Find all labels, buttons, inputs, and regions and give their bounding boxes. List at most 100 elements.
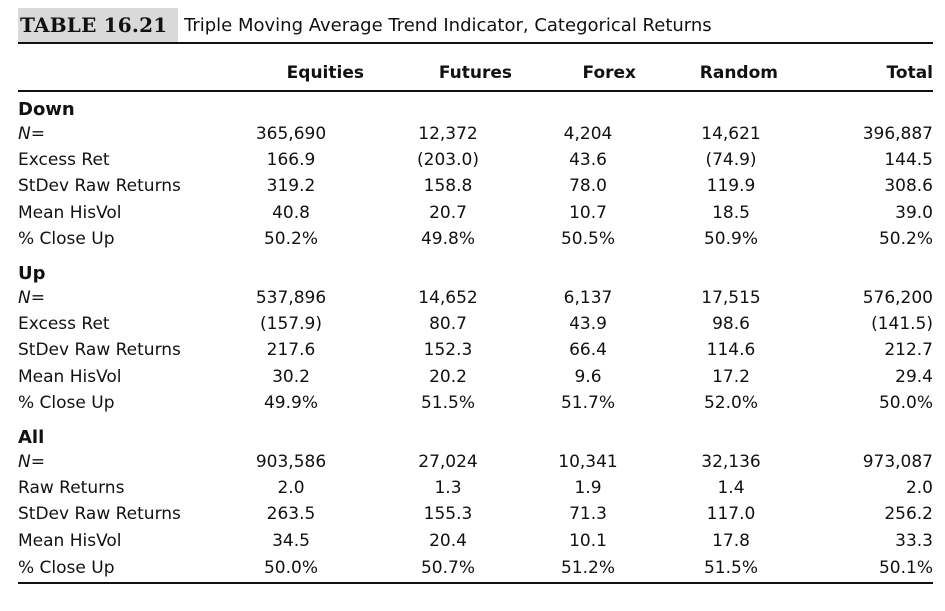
cell-random: 14,621 (701, 124, 761, 145)
header-equities: Equities (242, 56, 380, 92)
cell-equities: 50.2% (263, 228, 318, 249)
cell-random: 114.6 (706, 340, 756, 361)
cell-total: 396,887 (862, 124, 933, 145)
row-label: Mean HisVol (18, 366, 122, 387)
cell-forex: 1.9 (574, 478, 602, 499)
cell-futures: 155.3 (423, 504, 473, 525)
cell-futures: 152.3 (423, 340, 473, 361)
cell-futures: 27,024 (418, 451, 478, 472)
cell-total: 212.7 (884, 340, 933, 361)
cell-total: 308.6 (884, 176, 933, 197)
table-row: Raw Returns 2.0 1.3 1.9 1.4 2.0 (18, 475, 933, 501)
cell-futures: 14,652 (418, 288, 478, 309)
table-row: Excess Ret 166.9 (203.0) 43.6 (74.9) 144… (18, 147, 933, 173)
cell-futures: 1.3 (434, 478, 462, 499)
cell-futures: 80.7 (429, 314, 467, 335)
table-row: % Close Up 49.9% 51.5% 51.7% 52.0% 50.0% (18, 390, 933, 416)
header-total: Total (814, 56, 933, 92)
cell-equities: 30.2 (272, 366, 310, 387)
cell-total: (141.5) (871, 314, 933, 335)
cell-random: 1.4 (717, 478, 745, 499)
cell-forex: 43.6 (569, 150, 607, 171)
cell-forex: 10,341 (558, 451, 618, 472)
cell-random: 17.2 (712, 366, 750, 387)
cell-random: 50.9% (703, 228, 758, 249)
cell-forex: 6,137 (563, 288, 613, 309)
cell-equities: 365,690 (255, 124, 327, 145)
table-header: Equities Futures Forex Random Total (18, 56, 933, 92)
row-label: Excess Ret (18, 150, 110, 171)
cell-total: 29.4 (895, 366, 933, 387)
table-row: % Close Up 50.0% 50.7% 51.2% 51.5% 50.1% (18, 553, 933, 584)
cell-futures: (203.0) (417, 150, 479, 171)
section-header-down: Down (18, 91, 933, 121)
cell-random: 98.6 (712, 314, 750, 335)
row-label: N= (18, 124, 45, 145)
cell-total: 256.2 (884, 504, 933, 525)
table-row: N= 903,586 27,024 10,341 32,136 973,087 (18, 449, 933, 475)
header-futures: Futures (380, 56, 526, 92)
cell-random: 17,515 (701, 288, 761, 309)
cell-equities: 537,896 (255, 288, 327, 309)
table-row: Mean HisVol 30.2 20.2 9.6 17.2 29.4 (18, 364, 933, 390)
cell-forex: 43.9 (569, 314, 607, 335)
row-label: Excess Ret (18, 314, 110, 335)
cell-total: 50.1% (814, 553, 933, 584)
table-row: Mean HisVol 34.5 20.4 10.1 17.8 33.3 (18, 527, 933, 553)
row-label: N= (18, 288, 45, 309)
cell-futures: 49.8% (420, 228, 475, 249)
table-row: % Close Up 50.2% 49.8% 50.5% 50.9% 50.2% (18, 226, 933, 252)
cell-equities: 50.0% (242, 553, 380, 584)
cell-random: 51.5% (660, 553, 814, 584)
cell-equities: 40.8 (272, 202, 310, 223)
cell-futures: 20.7 (429, 202, 467, 223)
cell-forex: 10.1 (569, 530, 607, 551)
cell-random: 17.8 (712, 530, 750, 551)
cell-forex: 51.7% (560, 392, 615, 413)
table-row: N= 537,896 14,652 6,137 17,515 576,200 (18, 285, 933, 311)
row-label: Mean HisVol (18, 202, 122, 223)
row-label: Mean HisVol (18, 530, 122, 551)
header-row: Equities Futures Forex Random Total (18, 56, 933, 92)
cell-futures: 158.8 (423, 176, 473, 197)
section-title: Up (18, 262, 46, 284)
cell-forex: 78.0 (569, 176, 607, 197)
header-label-column (18, 56, 242, 92)
cell-forex: 50.5% (560, 228, 615, 249)
cell-futures: 50.7% (380, 553, 526, 584)
row-label: StDev Raw Returns (18, 340, 181, 361)
section-header-all: All (18, 416, 933, 449)
table-title: Triple Moving Average Trend Indicator, C… (184, 15, 712, 36)
cell-futures: 20.4 (429, 530, 467, 551)
cell-forex: 51.2% (526, 553, 660, 584)
cell-random: 117.0 (706, 504, 756, 525)
cell-random: 52.0% (703, 392, 758, 413)
cell-forex: 4,204 (563, 124, 613, 145)
data-table: Equities Futures Forex Random Total Down… (18, 56, 933, 584)
cell-futures: 20.2 (429, 366, 467, 387)
cell-equities: (157.9) (260, 314, 322, 335)
section-header-up: Up (18, 252, 933, 285)
header-random: Random (660, 56, 814, 92)
row-label: % Close Up (18, 392, 115, 413)
cell-total: 2.0 (905, 478, 933, 499)
section-title: All (18, 426, 45, 448)
header-forex: Forex (526, 56, 660, 92)
cell-futures: 51.5% (420, 392, 475, 413)
cell-random: (74.9) (705, 150, 757, 171)
table-body: Down N= 365,690 12,372 4,204 14,621 396,… (18, 91, 933, 584)
table-row: StDev Raw Returns 217.6 152.3 66.4 114.6… (18, 337, 933, 363)
cell-total: 50.0% (878, 392, 933, 413)
row-label: Raw Returns (18, 478, 125, 499)
cell-total: 33.3 (895, 530, 933, 551)
cell-forex: 9.6 (574, 366, 602, 387)
cell-random: 32,136 (701, 451, 761, 472)
row-label: StDev Raw Returns (18, 504, 181, 525)
cell-equities: 217.6 (266, 340, 316, 361)
cell-equities: 34.5 (272, 530, 310, 551)
table-caption: TABLE 16.21 Triple Moving Average Trend … (18, 8, 933, 44)
cell-equities: 903,586 (255, 451, 327, 472)
cell-random: 119.9 (706, 176, 756, 197)
table-row: Excess Ret (157.9) 80.7 43.9 98.6 (141.5… (18, 311, 933, 337)
row-label: % Close Up (18, 553, 242, 584)
